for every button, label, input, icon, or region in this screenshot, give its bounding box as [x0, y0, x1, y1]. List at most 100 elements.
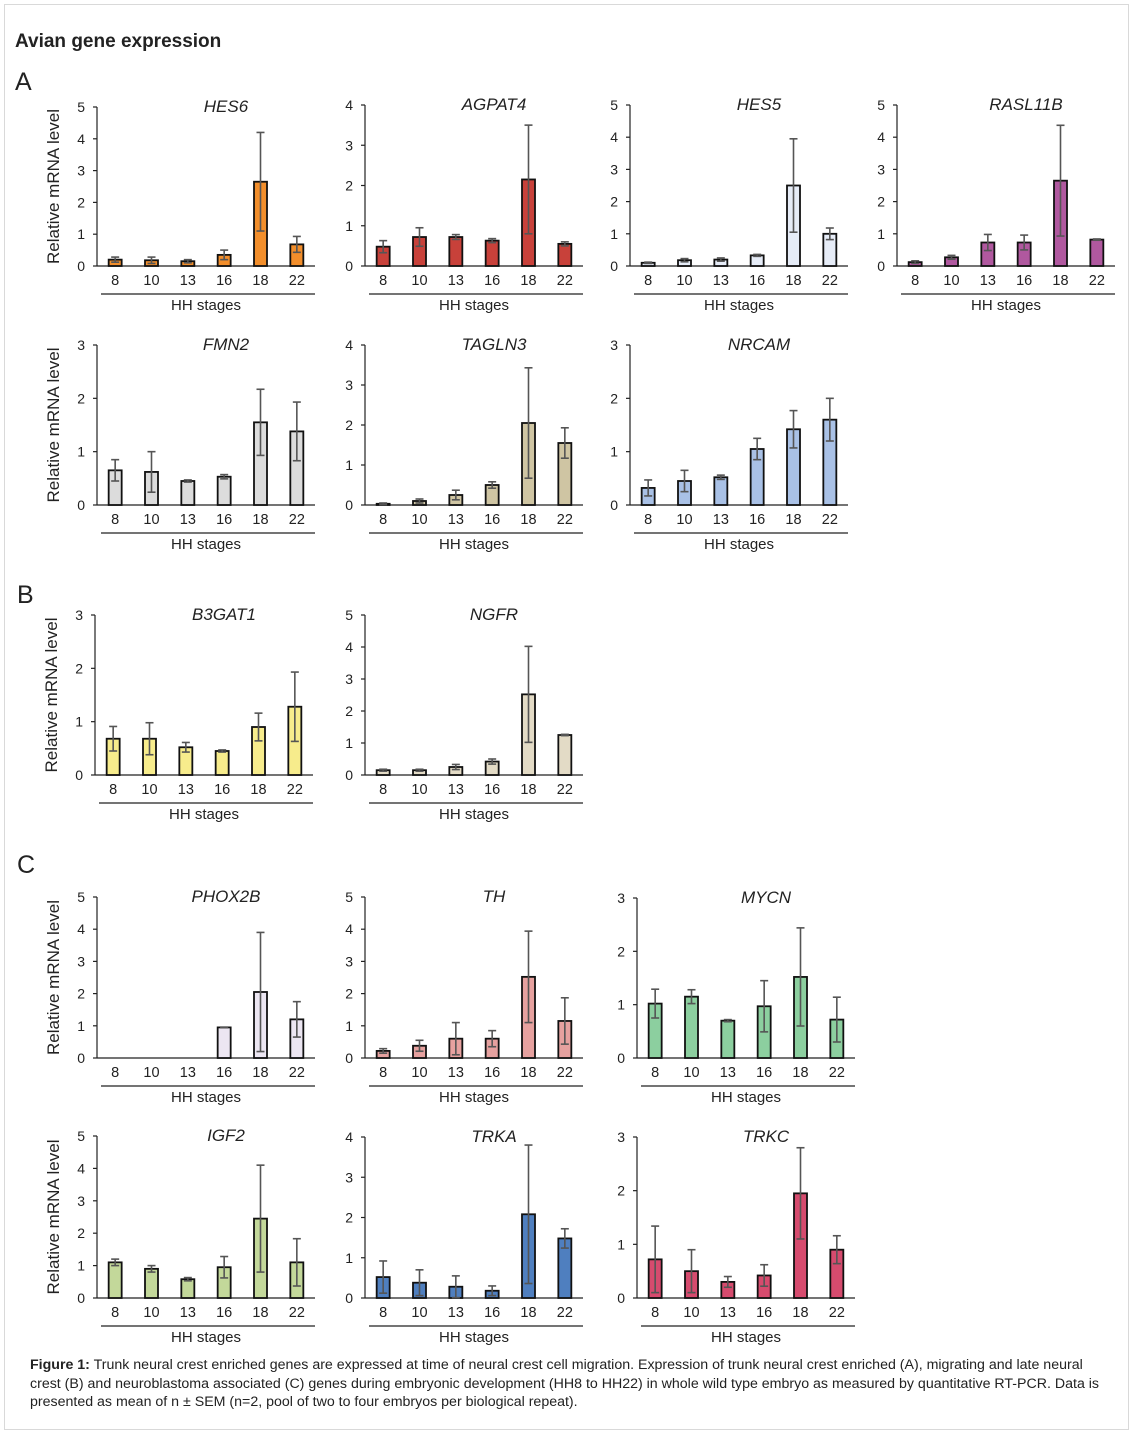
x-tick-label: 8: [379, 1065, 387, 1081]
x-tick-label: 13: [180, 512, 196, 528]
y-tick-label: 1: [617, 1236, 625, 1252]
x-tick-label: 22: [822, 512, 838, 528]
x-tick-label: 8: [111, 1065, 119, 1081]
x-axis-label: HH stages: [971, 297, 1041, 314]
y-axis-label: Relative mRNA level: [44, 109, 63, 264]
bar-10: [144, 1267, 159, 1299]
y-tick-label: 4: [345, 337, 353, 353]
y-tick-label: 0: [617, 1050, 625, 1066]
panel-label-a: A: [15, 68, 32, 96]
x-tick-label: 16: [214, 782, 230, 798]
x-axis-label: HH stages: [704, 297, 774, 314]
y-tick-label: 4: [77, 921, 85, 937]
x-tick-label: 22: [287, 782, 303, 798]
y-tick-label: 0: [75, 767, 83, 783]
y-tick-label: 2: [617, 943, 625, 959]
x-axis-label: HH stages: [439, 297, 509, 314]
y-tick-label: 4: [610, 129, 618, 145]
y-tick-label: 5: [77, 889, 85, 905]
y-tick-label: 0: [877, 258, 885, 274]
x-tick-label: 8: [111, 273, 119, 289]
bar-22: [1089, 238, 1105, 267]
x-tick-label: 18: [520, 782, 536, 798]
x-tick-label: 10: [411, 782, 427, 798]
x-tick-label: 10: [676, 273, 692, 289]
chart-title-nrcam: NRCAM: [728, 335, 791, 354]
x-axis-label: HH stages: [439, 536, 509, 553]
x-tick-label: 13: [713, 512, 729, 528]
y-tick-label: 2: [610, 390, 618, 406]
y-tick-label: 0: [77, 258, 85, 274]
x-tick-label: 22: [289, 1065, 305, 1081]
y-tick-label: 2: [617, 1183, 625, 1199]
figure-frame: [4, 4, 1129, 1430]
caption-label: Figure 1:: [30, 1357, 90, 1373]
y-tick-label: 3: [617, 890, 625, 906]
x-tick-label: 22: [289, 1305, 305, 1321]
x-tick-label: 16: [484, 512, 500, 528]
y-tick-label: 0: [345, 1290, 353, 1306]
y-tick-label: 4: [77, 131, 85, 147]
x-tick-label: 13: [448, 512, 464, 528]
x-tick-label: 8: [644, 273, 652, 289]
panel-label-c: C: [17, 851, 36, 879]
y-tick-label: 1: [77, 1018, 85, 1034]
y-tick-label: 3: [77, 337, 85, 353]
x-tick-label: 13: [180, 1065, 196, 1081]
bar-16: [216, 475, 232, 506]
chart-title-ngfr: NGFR: [470, 605, 518, 624]
y-axis-label: Relative mRNA level: [44, 900, 63, 1055]
bar-13: [448, 236, 464, 267]
x-tick-label: 13: [713, 273, 729, 289]
y-tick-label: 3: [75, 607, 83, 623]
x-tick-label: 8: [109, 782, 117, 798]
x-tick-label: 18: [1052, 273, 1068, 289]
bar-16: [484, 239, 500, 267]
chart-title-tagln3: TAGLN3: [462, 335, 527, 354]
x-tick-label: 8: [379, 782, 387, 798]
x-tick-label: 10: [683, 1305, 699, 1321]
x-tick-label: 8: [644, 512, 652, 528]
bar-13: [180, 480, 196, 506]
chart-title-mycn: MYCN: [741, 888, 792, 907]
x-tick-label: 16: [756, 1065, 772, 1081]
bar-8: [107, 1261, 123, 1299]
y-tick-label: 2: [345, 703, 353, 719]
x-tick-label: 18: [792, 1065, 808, 1081]
chart-title-phox2b: PHOX2B: [192, 887, 261, 906]
x-tick-label: 10: [143, 512, 159, 528]
y-tick-label: 1: [617, 997, 625, 1013]
figure-caption: Figure 1: Trunk neural crest enriched ge…: [30, 1356, 1115, 1412]
caption-text: Trunk neural crest enriched genes are ex…: [30, 1357, 1100, 1410]
y-tick-label: 3: [77, 953, 85, 969]
x-tick-label: 13: [720, 1065, 736, 1081]
x-tick-label: 22: [289, 512, 305, 528]
y-tick-label: 1: [77, 444, 85, 460]
x-tick-label: 22: [557, 273, 573, 289]
y-tick-label: 5: [877, 97, 885, 113]
x-tick-label: 16: [216, 1065, 232, 1081]
x-tick-label: 13: [180, 1305, 196, 1321]
x-axis-label: HH stages: [439, 1329, 509, 1346]
y-tick-label: 3: [617, 1129, 625, 1145]
x-tick-label: 8: [911, 273, 919, 289]
y-tick-label: 4: [345, 639, 353, 655]
y-tick-label: 1: [77, 1258, 85, 1274]
y-tick-label: 3: [610, 337, 618, 353]
y-tick-label: 5: [345, 889, 353, 905]
chart-title-trka: TRKA: [471, 1127, 516, 1146]
y-tick-label: 2: [877, 194, 885, 210]
chart-title-agpat4: AGPAT4: [461, 95, 527, 114]
x-tick-label: 18: [785, 273, 801, 289]
y-tick-label: 2: [345, 417, 353, 433]
x-axis-label: HH stages: [704, 536, 774, 553]
y-tick-label: 0: [345, 497, 353, 513]
y-axis-label: Relative mRNA level: [44, 1140, 63, 1295]
x-tick-label: 22: [822, 273, 838, 289]
y-tick-label: 2: [345, 1210, 353, 1226]
y-tick-label: 5: [610, 97, 618, 113]
x-tick-label: 13: [448, 1305, 464, 1321]
y-tick-label: 0: [77, 1290, 85, 1306]
y-tick-label: 0: [77, 497, 85, 513]
x-tick-label: 8: [111, 512, 119, 528]
